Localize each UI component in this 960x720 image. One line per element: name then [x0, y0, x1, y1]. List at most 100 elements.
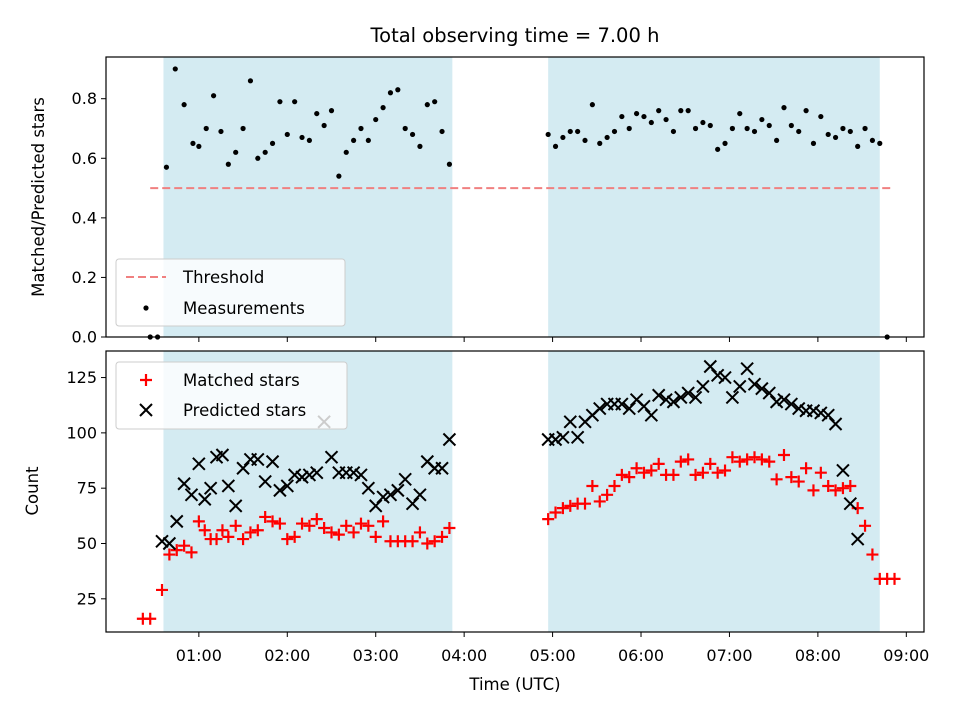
predicted-star-point: [659, 392, 673, 407]
matched-star-point: [413, 526, 426, 539]
matched-star-point: [156, 583, 169, 596]
measurement-point: [321, 122, 327, 129]
legend-matched-swatch: [140, 374, 152, 386]
measurement-point: [582, 137, 588, 144]
measurement-point: [560, 134, 566, 141]
matched-star-point: [800, 462, 813, 475]
x-tick-label: 03:00: [353, 646, 399, 665]
measurement-point: [611, 128, 618, 135]
top-shaded-intervals: [163, 57, 880, 337]
x-tick-label: 05:00: [530, 646, 576, 665]
predicted-star-point: [681, 386, 695, 400]
legend-measurements-swatch: [143, 305, 149, 311]
matched-star-point: [332, 528, 345, 541]
matched-star-point: [229, 519, 242, 532]
predicted-star-point: [615, 397, 629, 411]
matched-star-point: [178, 539, 191, 552]
predicted-star-point: [361, 481, 376, 495]
x-tick-label: 01:00: [176, 646, 222, 665]
predicted-star-point: [302, 468, 317, 482]
measurement-point: [424, 102, 430, 108]
measurement-point: [810, 140, 817, 146]
predicted-star-point: [850, 532, 865, 546]
measurement-point: [722, 140, 728, 146]
matched-star-point: [288, 530, 301, 543]
matched-star-point: [303, 519, 316, 532]
predicted-star-point: [192, 457, 206, 471]
matched-star-point: [251, 524, 264, 537]
matched-star-point: [549, 506, 562, 519]
bottom-y-tick-label: 100: [66, 423, 97, 442]
x-tick-label: 08:00: [795, 646, 841, 665]
measurement-point: [751, 128, 758, 135]
measurement-point: [314, 110, 320, 117]
predicted-star-point: [376, 490, 390, 504]
predicted-star-point: [383, 488, 398, 502]
predicted-star-point: [556, 430, 570, 444]
bottom-x-axis: 01:00 02:00 03:00 04:00 05:00 06:00 07:00 08:00…: [176, 632, 929, 665]
matched-star-point: [163, 548, 176, 561]
top-legend: Threshold Measurements: [115, 258, 346, 327]
top-legend-box: [115, 258, 346, 327]
top-y-tick-label: 0.4: [72, 208, 97, 227]
predicted-star-point: [548, 432, 563, 447]
measurement-point: [262, 149, 268, 155]
measurement-point: [365, 137, 371, 144]
measurement-point: [552, 143, 559, 149]
matched-star-point: [266, 515, 279, 528]
measurement-point: [255, 155, 261, 161]
matched-star-point: [564, 499, 577, 512]
measurement-point: [869, 137, 876, 144]
matched-star-point: [244, 526, 257, 539]
measurement-point: [589, 102, 595, 108]
legend-measurements-label: Measurements: [183, 299, 305, 318]
predicted-star-point: [273, 483, 287, 498]
predicted-star-point: [221, 479, 236, 493]
matched-star-point: [185, 546, 198, 559]
matched-star-point: [770, 473, 783, 486]
matched-star-point: [755, 453, 768, 466]
matched-star-point: [822, 479, 835, 492]
matched-star-point: [586, 479, 599, 492]
predicted-star-point: [413, 488, 427, 502]
measurement-point: [692, 125, 699, 132]
measurement-point: [446, 161, 453, 167]
matched-star-point: [542, 513, 555, 526]
measurement-point: [395, 87, 401, 93]
predicted-star-point: [324, 450, 339, 464]
matched-star-point: [792, 475, 805, 488]
measurement-point: [670, 128, 677, 135]
predicted-star-point: [563, 415, 577, 429]
matched-star-point: [866, 548, 879, 561]
matched-star-point: [340, 519, 353, 532]
top-panel: 0.00.20.40.60.8 Matched/Predicted stars …: [29, 56, 925, 347]
matched-star-point: [814, 466, 827, 479]
legend-matched-label: Matched stars: [183, 371, 300, 390]
measurement-point: [269, 140, 276, 146]
top-y-tick-label: 0.0: [72, 328, 97, 347]
measurement-point: [545, 131, 551, 138]
measurement-point: [163, 164, 170, 170]
measurement-point: [277, 99, 283, 105]
predicted-star-point: [405, 496, 420, 511]
predicted-star-point: [777, 392, 791, 407]
bottom-y-tick-label: 50: [77, 534, 97, 553]
measurement-point: [284, 131, 290, 138]
measurement-point: [432, 99, 438, 105]
measurement-point: [343, 149, 349, 155]
predicted-star-point: [354, 468, 368, 482]
measurement-point: [633, 110, 640, 117]
measurement-point: [877, 140, 883, 146]
matched-star-point: [377, 515, 390, 528]
predicted-star-point: [570, 430, 585, 444]
predicted-star-point: [688, 390, 703, 405]
matched-star-point: [630, 462, 643, 475]
measurement-point: [766, 122, 772, 129]
predicted-star-point: [442, 432, 457, 447]
measurement-point: [656, 108, 662, 114]
matched-star-point: [704, 457, 717, 470]
bottom-legend-box: [115, 361, 348, 430]
matched-star-point: [273, 517, 286, 530]
matched-star-point: [428, 535, 441, 548]
